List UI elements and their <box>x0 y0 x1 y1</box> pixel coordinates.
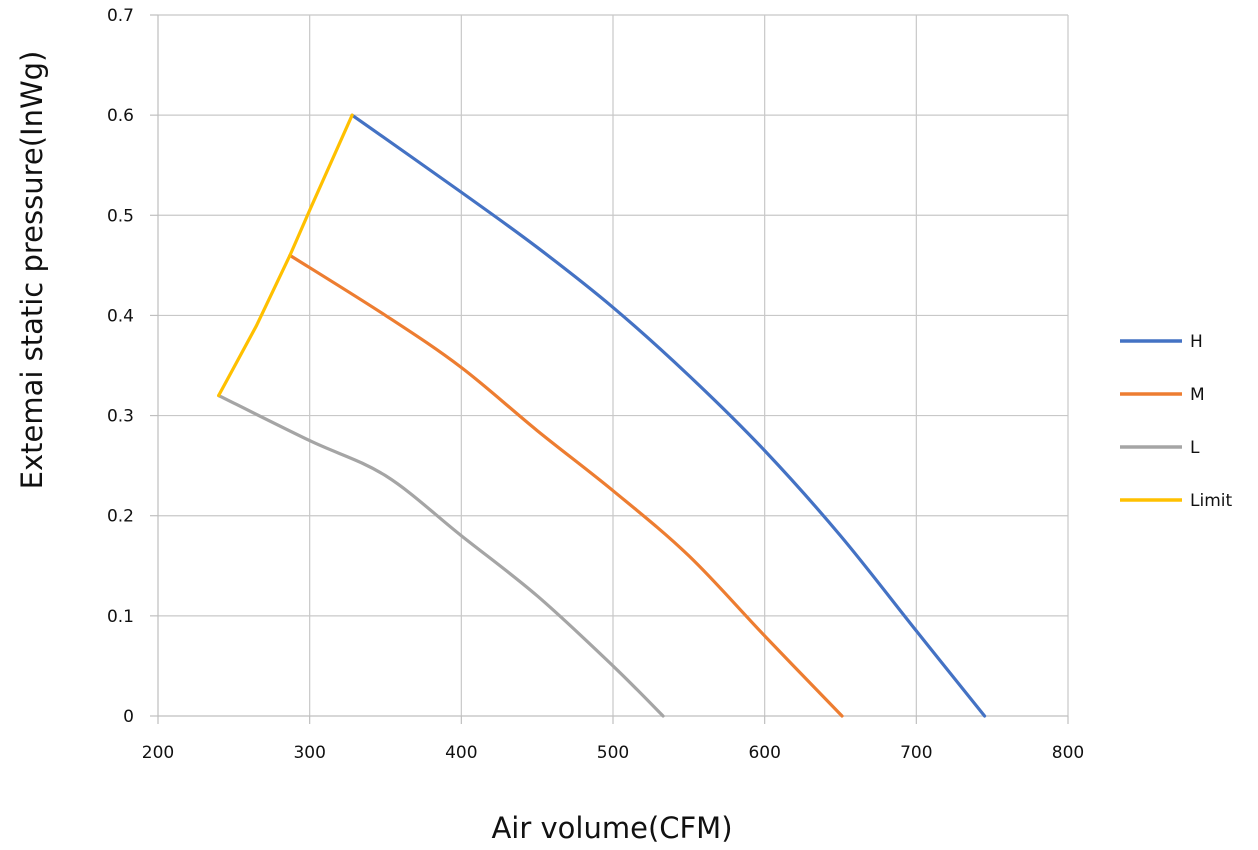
y-tick-label: 0 <box>123 707 134 727</box>
tick-labels: 0 0.1 0.2 0.3 0.4 0.5 0.6 0.7 200 300 400 500 600 700… <box>107 6 1084 763</box>
axes <box>150 14 1069 724</box>
series-line-l <box>217 393 665 718</box>
y-tick-label: 0.6 <box>107 106 134 126</box>
legend-label-h: H <box>1190 332 1203 352</box>
series-line-limit <box>217 113 354 398</box>
x-tick-label: 500 <box>597 743 629 763</box>
y-tick-label: 0.7 <box>107 6 134 26</box>
x-tick-label: 200 <box>142 743 174 763</box>
legend: H M L Limit <box>1120 332 1232 511</box>
series-line-m <box>288 253 844 718</box>
x-tick-label: 400 <box>445 743 477 763</box>
x-tick-label: 600 <box>748 743 780 763</box>
x-axis-title: Air volume(CFM) <box>491 811 732 845</box>
series-line-h <box>350 113 987 718</box>
x-tick-label: 800 <box>1052 743 1084 763</box>
series-lines <box>217 113 987 718</box>
legend-label-m: M <box>1190 385 1205 405</box>
y-tick-label: 0.5 <box>107 206 134 226</box>
grid-lines <box>158 14 1069 716</box>
y-tick-label: 0.3 <box>107 407 134 427</box>
y-tick-label: 0.1 <box>107 607 134 627</box>
y-tick-label: 0.2 <box>107 507 134 527</box>
legend-label-limit: Limit <box>1190 491 1232 511</box>
x-tick-label: 700 <box>900 743 932 763</box>
x-tick-label: 300 <box>293 743 325 763</box>
y-axis-title: Extemai static pressure(InWg) <box>15 51 49 490</box>
legend-label-l: L <box>1190 438 1200 458</box>
y-tick-label: 0.4 <box>107 306 134 326</box>
